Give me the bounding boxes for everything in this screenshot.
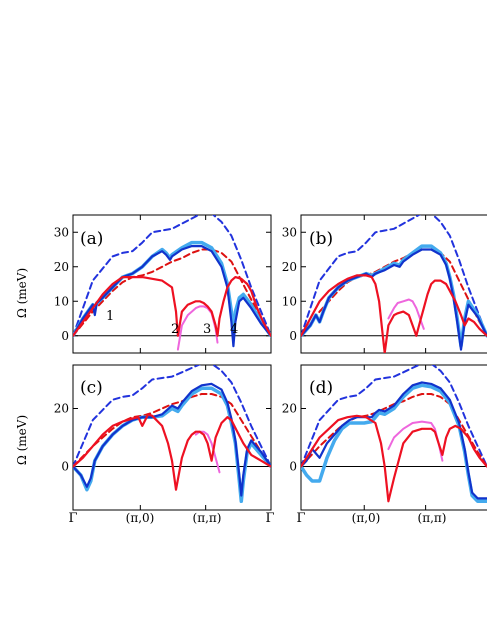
series-solid-red	[301, 274, 487, 353]
y-tick-label: 0	[61, 460, 69, 474]
panel-label-a: (a)	[80, 229, 103, 249]
annotation-4: 4	[230, 322, 238, 337]
annotation-2: 2	[171, 322, 179, 337]
plot-frame	[72, 214, 272, 354]
series-solid-blue	[301, 381, 487, 500]
y-axis-label-c: Ω (meV)	[15, 415, 29, 465]
x-tick-pi-0: (π,0)	[126, 511, 155, 525]
x-tick-pi-pi: (π,π)	[193, 511, 222, 525]
panel-b: 0 10 20 30 (b)	[282, 214, 487, 354]
plot-area-a: 0 10 20 30	[54, 214, 272, 354]
series-solid-blue	[301, 248, 487, 351]
plot-frame	[300, 214, 487, 354]
series-solid-blue	[73, 245, 271, 348]
plot-area-c: 0 20	[54, 364, 272, 511]
panel-c: 0 20 (c) Ω (meV)	[15, 364, 272, 511]
series-dashed-blue	[73, 365, 271, 468]
series-solid-red	[73, 276, 271, 337]
panel-label-d: (d)	[309, 378, 333, 398]
y-tick-label: 10	[54, 294, 69, 308]
x-tick-gamma-end: Γ	[265, 511, 274, 526]
series-solid-red	[301, 414, 487, 503]
series-solid-red	[73, 413, 271, 491]
series-group	[73, 215, 271, 351]
x-tick-pi-pi-right: (π,π)	[418, 511, 447, 525]
annotation-3: 3	[203, 322, 211, 337]
series-group	[301, 215, 487, 353]
y-tick-label: 0	[289, 460, 297, 474]
series-solid-blue	[73, 382, 271, 497]
y-tick-label: 20	[54, 402, 69, 416]
panel-d: 0 20 (d)	[282, 364, 487, 511]
series-pink	[387, 420, 444, 462]
plot-area-b: 0 10 20 30	[282, 214, 487, 354]
x-tick-pi-0-right: (π,0)	[352, 511, 381, 525]
y-tick-label: 20	[54, 260, 69, 274]
x-tick-labels-left: Γ (π,0) (π,π) Γ	[68, 511, 274, 526]
y-axis-label-a: Ω (meV)	[15, 268, 29, 318]
y-tick-label: 10	[282, 294, 297, 308]
y-tick-label: 0	[289, 329, 297, 343]
x-tick-gamma-start-right: Γ	[296, 511, 305, 526]
series-group	[301, 365, 487, 504]
y-tick-label: 30	[282, 225, 297, 239]
series-dashed-blue	[301, 215, 487, 337]
series-pink	[387, 298, 425, 330]
annotation-1: 1	[106, 309, 114, 324]
plot-frame	[72, 364, 272, 511]
panel-label-c: (c)	[80, 378, 103, 398]
plot-area-d: 0 20	[282, 364, 487, 511]
series-group	[73, 365, 271, 504]
y-tick-label: 30	[54, 225, 69, 239]
y-tick-label: 0	[61, 329, 69, 343]
panel-label-b: (b)	[309, 229, 333, 249]
x-tick-labels-right: Γ (π,0) (π,π)	[296, 511, 446, 526]
series-dashed-red	[73, 248, 271, 337]
series-dashed-blue	[73, 215, 271, 337]
y-tick-label: 20	[282, 260, 297, 274]
y-tick-label: 20	[282, 402, 297, 416]
plot-frame	[300, 364, 487, 511]
panel-a: 0 10 20 30 (a) Ω (meV) 1 2 3 4	[15, 214, 272, 354]
x-tick-gamma-start: Γ	[68, 511, 77, 526]
series-dashed-blue	[301, 365, 487, 468]
